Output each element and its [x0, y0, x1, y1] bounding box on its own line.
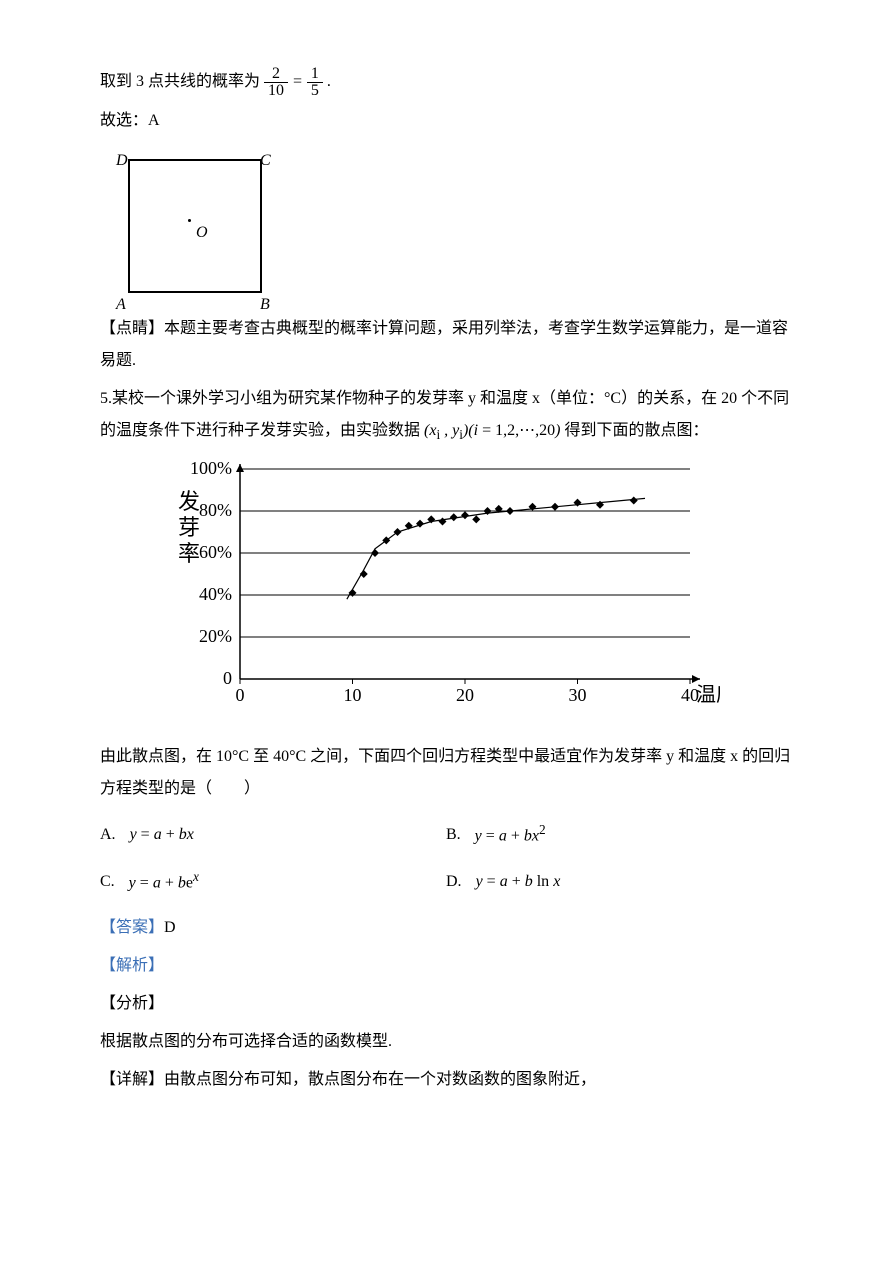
expr-c: y = a + bex [129, 864, 199, 899]
square-diagram: D C A B O [114, 145, 274, 305]
fenxi-text: 根据散点图的分布可选择合适的函数模型. [100, 1026, 792, 1058]
option-c: C. y = a + bex [100, 864, 446, 899]
label-d: D [116, 145, 128, 177]
label-o: O [196, 217, 208, 249]
svg-text:0: 0 [223, 668, 232, 688]
option-a: A. y = a + bx [100, 817, 446, 852]
jiexi: 【解析】 [100, 950, 792, 982]
chart-svg: 020%40%60%80%100%010203040温度/°C发芽率 [160, 459, 720, 719]
scatter-chart: 020%40%60%80%100%010203040温度/°C发芽率 [160, 459, 720, 731]
frac-2-10: 2 10 [264, 66, 288, 99]
svg-text:率: 率 [178, 541, 200, 566]
answer-line: 【答案】D [100, 912, 792, 944]
dianjing: 【点睛】本题主要考查古典概型的概率计算问题，采用列举法，考查学生数学运算能力，是… [100, 313, 792, 377]
label-b: B [260, 289, 270, 321]
expr-a: y = a + bx [130, 819, 194, 851]
svg-text:80%: 80% [199, 500, 232, 520]
center-dot [188, 219, 191, 222]
svg-text:10: 10 [344, 685, 362, 705]
choice-line: 故选：A [100, 105, 792, 137]
svg-text:温度/°C: 温度/°C [696, 683, 720, 706]
expr-d: y = a + b ln x [476, 866, 561, 898]
svg-text:发: 发 [178, 489, 200, 514]
label-c: C [260, 145, 271, 177]
svg-text:芽: 芽 [178, 515, 200, 540]
q5-question: 由此散点图，在 10°C 至 40°C 之间，下面四个回归方程类型中最适宜作为发… [100, 741, 792, 805]
options: A. y = a + bx B. y = a + bx2 C. y = a + … [100, 811, 792, 906]
option-b: B. y = a + bx2 [446, 817, 792, 852]
svg-text:0: 0 [236, 685, 245, 705]
prob-line: 取到 3 点共线的概率为 2 10 = 1 5 . [100, 66, 792, 99]
frac-1-5: 1 5 [307, 66, 323, 99]
label-a: A [116, 289, 126, 321]
svg-text:30: 30 [569, 685, 587, 705]
svg-text:100%: 100% [190, 459, 232, 478]
fenxi: 【分析】 [100, 988, 792, 1020]
xiangjie: 【详解】由散点图分布可知，散点图分布在一个对数函数的图象附近， [100, 1064, 792, 1096]
q5-intro: 5.某校一个课外学习小组为研究某作物种子的发芽率 y 和温度 x（单位：°C）的… [100, 383, 792, 449]
svg-text:20%: 20% [199, 626, 232, 646]
expr-b: y = a + bx2 [475, 817, 546, 852]
square [128, 159, 262, 293]
svg-text:20: 20 [456, 685, 474, 705]
svg-text:40%: 40% [199, 584, 232, 604]
svg-text:60%: 60% [199, 542, 232, 562]
option-d: D. y = a + b ln x [446, 864, 792, 899]
